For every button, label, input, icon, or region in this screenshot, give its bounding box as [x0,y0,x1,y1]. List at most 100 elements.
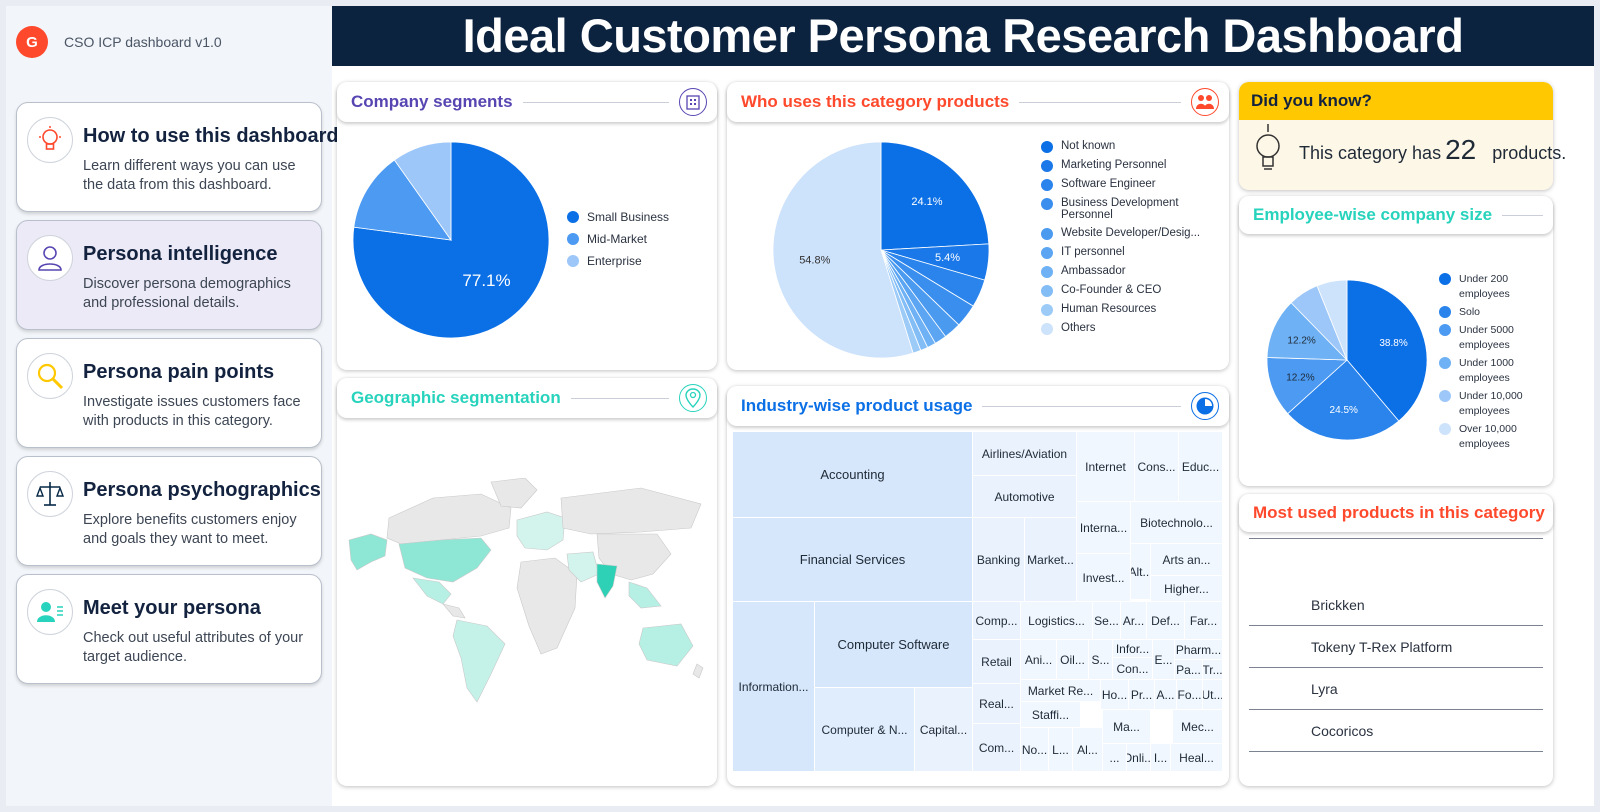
treemap-tile[interactable]: S... [1089,640,1113,680]
pie-slice[interactable] [1287,359,1400,441]
legend-item[interactable]: IT personnel [1041,246,1221,259]
treemap-tile[interactable]: Computer & N... [815,688,915,772]
legend-item[interactable]: Under 1000 employees [1439,356,1549,386]
product-row[interactable]: Cocoricos [1249,710,1543,752]
treemap-tile[interactable]: I... [1151,744,1171,772]
treemap-tile[interactable]: Logistics... [1021,602,1093,640]
product-row[interactable]: Brickken [1249,584,1543,626]
treemap-tile[interactable]: Staffi... [1021,702,1081,728]
treemap-tile[interactable]: Mec... [1173,710,1223,744]
treemap-tile[interactable]: Infor... [1113,640,1153,658]
legend-item[interactable]: Ambassador [1041,265,1221,278]
treemap-tile[interactable]: Invest... [1077,554,1131,602]
bulb-icon [27,117,73,163]
treemap-tile[interactable]: Onli... [1127,744,1151,772]
treemap-tile[interactable]: Educ... [1179,432,1223,502]
treemap-tile[interactable]: Capital... [915,688,973,772]
treemap-tile[interactable]: Far... [1185,602,1223,640]
nav-card-persona-intelligence[interactable]: Persona intelligence Discover persona de… [16,220,322,330]
pie-slice[interactable] [880,141,990,251]
treemap-tile[interactable]: Market... [1025,518,1077,602]
legend-label: Under 200 employees [1459,273,1510,300]
treemap-tile[interactable]: Higher... [1151,576,1223,602]
treemap-tile[interactable]: Ma... [1103,710,1151,744]
treemap-tile[interactable]: Arts an... [1151,544,1223,576]
treemap-tile[interactable]: Market Re... [1021,680,1101,702]
treemap-tile[interactable]: Alt... [1131,544,1151,600]
treemap-tile[interactable]: Ar... [1121,602,1147,640]
legend-item[interactable]: Co-Founder & CEO [1041,284,1221,297]
treemap-tile[interactable]: Biotechnolo... [1131,502,1223,544]
treemap-tile[interactable]: L... [1049,728,1073,772]
pie-slice[interactable] [1266,302,1348,361]
legend-item[interactable]: Under 200 employees [1439,272,1549,302]
legend-item[interactable]: Mid-Market [567,232,669,246]
treemap-tile[interactable]: Cons... [1135,432,1179,502]
products-list[interactable]: Brickken Tokeny T-Rex Platform Lyra Coco… [1239,534,1553,764]
treemap-tile[interactable]: Airlines/Aviation [973,432,1077,476]
treemap-tile[interactable]: Ut... [1203,680,1223,710]
treemap-tile[interactable]: Heal... [1171,744,1223,772]
treemap-tile[interactable]: Al... [1073,728,1103,772]
pie-slice[interactable] [353,159,452,241]
treemap-tile[interactable]: Real... [973,684,1021,724]
product-row[interactable]: Lyra [1249,668,1543,710]
treemap-tile[interactable]: Se... [1093,602,1121,640]
legend-item[interactable]: Business Development Personnel [1041,197,1221,221]
legend-item[interactable]: Others [1041,322,1221,335]
legend-item[interactable]: Under 10,000 employees [1439,389,1549,419]
map-region-southeast-asia [628,581,662,609]
product-row[interactable]: Tokeny T-Rex Platform [1249,626,1543,668]
treemap-tile[interactable]: Con... [1113,658,1153,680]
treemap-tile[interactable]: Information... [733,602,815,772]
treemap-tile[interactable]: Internet [1077,432,1135,502]
legend-item[interactable]: Over 10,000 employees [1439,422,1549,452]
treemap-tile[interactable]: No... [1021,728,1049,772]
treemap-tile[interactable]: Def... [1147,602,1185,640]
treemap-tile[interactable]: Pr... [1129,680,1155,710]
treemap-tile[interactable]: A... [1155,680,1177,710]
treemap-tile[interactable]: Retail [973,640,1021,684]
legend-item[interactable]: Website Developer/Desig... [1041,227,1221,240]
pie-slice[interactable] [1266,357,1349,415]
nav-card-psychographics[interactable]: Persona psychographics Explore benefits … [16,456,322,566]
pie-slice[interactable] [772,141,914,359]
treemap-tile[interactable]: E... [1153,640,1175,680]
pie-slice[interactable] [393,141,452,242]
treemap-tile[interactable]: Banking [973,518,1025,602]
treemap-tile[interactable]: Com... [973,724,1021,772]
treemap-tile[interactable]: Comp... [973,602,1021,640]
nav-card-how-to-use[interactable]: How to use this dashboard Learn differen… [16,102,339,212]
legend-item[interactable]: Software Engineer [1041,178,1221,191]
treemap-tile[interactable]: Ho... [1101,680,1129,710]
treemap-tile[interactable]: Financial Services [733,518,973,602]
nav-card-pain-points[interactable]: Persona pain points Investigate issues c… [16,338,322,448]
treemap-tile[interactable]: Oil... [1057,640,1089,680]
pie-slice[interactable] [1316,279,1348,361]
treemap-tile[interactable]: Automotive [973,476,1077,518]
treemap-tile[interactable]: Tr... [1203,660,1223,680]
legend-item[interactable]: Human Resources [1041,303,1221,316]
brand: G CSO ICP dashboard v1.0 [16,26,222,58]
treemap-tile[interactable]: Accounting [733,432,973,518]
legend-item[interactable]: Small Business [567,210,669,224]
legend-item[interactable]: Solo [1439,305,1549,320]
legend-swatch [1439,357,1451,369]
legend-item[interactable]: Under 5000 employees [1439,323,1549,353]
treemap-tile[interactable]: Computer Software [815,602,973,688]
treemap-tile[interactable]: Fo... [1177,680,1203,710]
geographic-card: Geographic segmentation [337,378,717,786]
map-region-usa [398,537,492,583]
nav-card-meet-persona[interactable]: Meet your persona Check out useful attri… [16,574,322,684]
treemap-tile[interactable]: Pharm... [1175,640,1223,660]
legend-label: Over 10,000 employees [1459,423,1517,450]
treemap-tile[interactable]: Pa... [1175,660,1203,680]
treemap-tile[interactable]: ... [1103,744,1127,772]
legend-item[interactable]: Not known [1041,140,1221,153]
treemap-tile[interactable]: Interna... [1077,502,1131,554]
treemap-tile[interactable]: Ani... [1021,640,1057,680]
legend-item[interactable]: Marketing Personnel [1041,159,1221,172]
pie-slice[interactable] [1346,279,1428,422]
user-icon [27,235,73,281]
legend-item[interactable]: Enterprise [567,254,669,268]
